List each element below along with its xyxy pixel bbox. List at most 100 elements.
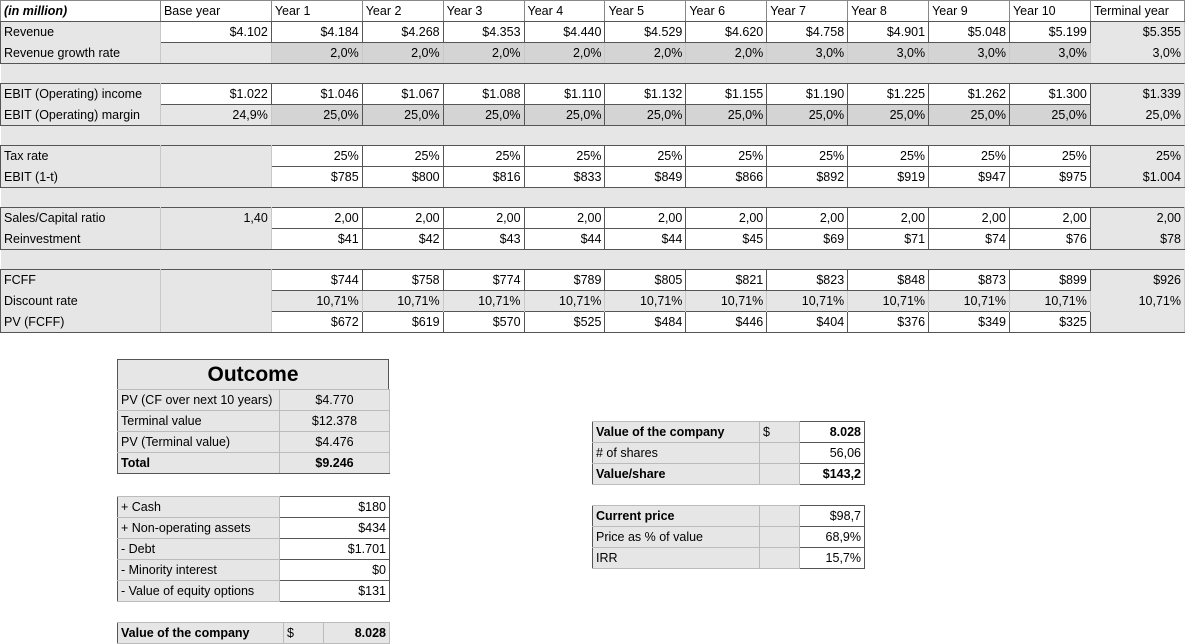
cell-value[interactable]: 25% [766, 145, 849, 167]
cell-value[interactable]: $376 [847, 311, 930, 333]
cell-value[interactable]: $744 [270, 269, 363, 291]
cell-value[interactable]: $71 [847, 228, 930, 250]
cell-value[interactable]: 2,0% [523, 42, 606, 64]
cell-value[interactable]: 10,71% [1089, 290, 1185, 312]
cell-value[interactable]: 25,0% [442, 104, 525, 126]
cell-value[interactable]: $5.199 [1008, 21, 1091, 43]
cell-value[interactable]: $816 [442, 166, 525, 188]
cell-value[interactable] [159, 145, 272, 167]
cell-value[interactable]: 2,00 [1089, 207, 1185, 229]
cell-value[interactable]: 10,71% [442, 290, 525, 312]
cell-value[interactable]: 2,00 [604, 207, 687, 229]
cell-value[interactable]: $76 [1008, 228, 1091, 250]
cell-value[interactable]: $349 [928, 311, 1010, 333]
cell-value[interactable]: $325 [1008, 311, 1091, 333]
cell-value[interactable]: 3,0% [766, 42, 849, 64]
cell-value[interactable]: $4.901 [847, 21, 930, 43]
cell-value[interactable]: 3,0% [847, 42, 930, 64]
cell-value[interactable]: 25% [1008, 145, 1091, 167]
cell-value[interactable] [159, 166, 272, 188]
cell-value[interactable]: 25% [928, 145, 1010, 167]
cell-value[interactable]: 2,00 [1008, 207, 1091, 229]
terminal-value-value[interactable]: $12.378 [279, 410, 390, 432]
cell-value[interactable]: 3,0% [1089, 42, 1185, 64]
cell-value[interactable]: $1.046 [270, 83, 363, 105]
cell-value[interactable]: $1.067 [361, 83, 444, 105]
cell-value[interactable]: $619 [361, 311, 444, 333]
cell-value[interactable]: $1.300 [1008, 83, 1091, 105]
cell-value[interactable]: $758 [361, 269, 444, 291]
cell-value[interactable]: 25,0% [685, 104, 768, 126]
cell-value[interactable]: 10,71% [685, 290, 768, 312]
cell-value[interactable]: $1.262 [928, 83, 1010, 105]
cell-value[interactable]: 25% [523, 145, 606, 167]
cell-value[interactable] [159, 311, 272, 333]
cell-value[interactable]: 10,71% [847, 290, 930, 312]
cell-value[interactable]: $1.132 [604, 83, 687, 105]
cell-value[interactable]: $899 [1008, 269, 1091, 291]
cell-value[interactable]: 2,00 [523, 207, 606, 229]
cell-value[interactable]: $975 [1008, 166, 1091, 188]
cell-value[interactable]: $4.184 [270, 21, 363, 43]
cell-value[interactable]: $1.088 [442, 83, 525, 105]
cell-value[interactable]: 2,00 [847, 207, 930, 229]
cell-value[interactable]: $404 [766, 311, 849, 333]
cell-value[interactable]: $4.758 [766, 21, 849, 43]
cell-value[interactable]: 2,0% [685, 42, 768, 64]
cell-value[interactable]: $4.353 [442, 21, 525, 43]
cell-value[interactable]: 10,71% [604, 290, 687, 312]
cell-value[interactable]: $78 [1089, 228, 1185, 250]
total-value[interactable]: $9.246 [279, 452, 390, 474]
cell-value[interactable]: $866 [685, 166, 768, 188]
cell-value[interactable] [159, 42, 272, 64]
cell-value[interactable]: 1,40 [159, 207, 272, 229]
valuation-company-value[interactable]: 8.028 [799, 421, 865, 443]
cell-value[interactable]: 25% [685, 145, 768, 167]
cash-value[interactable]: $180 [279, 496, 390, 518]
cell-value[interactable]: 2,0% [604, 42, 687, 64]
cell-value[interactable]: $1.339 [1089, 83, 1185, 105]
cell-value[interactable]: 25% [442, 145, 525, 167]
cell-value[interactable]: $800 [361, 166, 444, 188]
cell-value[interactable]: 2,00 [766, 207, 849, 229]
cell-value[interactable]: $789 [523, 269, 606, 291]
cell-value[interactable]: $43 [442, 228, 525, 250]
cell-value[interactable]: $947 [928, 166, 1010, 188]
cell-value[interactable]: $42 [361, 228, 444, 250]
pv-terminal-value[interactable]: $4.476 [279, 431, 390, 453]
pv-cf-value[interactable]: $4.770 [279, 389, 390, 411]
cell-value[interactable]: 25% [1089, 145, 1185, 167]
irr-value[interactable]: 15,7% [799, 547, 865, 569]
cell-value[interactable] [1089, 311, 1185, 333]
cell-value[interactable]: $1.225 [847, 83, 930, 105]
cell-value[interactable]: $525 [523, 311, 606, 333]
shares-value[interactable]: 56,06 [799, 442, 865, 464]
cell-value[interactable]: 25,0% [270, 104, 363, 126]
cell-value[interactable]: 2,00 [361, 207, 444, 229]
company-value-bottom-value[interactable]: 8.028 [323, 622, 390, 644]
cell-value[interactable]: $41 [270, 228, 363, 250]
cell-value[interactable]: $4.268 [361, 21, 444, 43]
cell-value[interactable]: 10,71% [270, 290, 363, 312]
cell-value[interactable]: 2,0% [442, 42, 525, 64]
cell-value[interactable]: 25,0% [523, 104, 606, 126]
cell-value[interactable]: $892 [766, 166, 849, 188]
options-value[interactable]: $131 [279, 580, 390, 602]
cell-value[interactable]: 2,0% [361, 42, 444, 64]
cell-value[interactable]: $446 [685, 311, 768, 333]
cell-value[interactable]: $1.155 [685, 83, 768, 105]
cell-value[interactable]: $823 [766, 269, 849, 291]
cell-value[interactable]: 25% [270, 145, 363, 167]
cell-value[interactable]: $919 [847, 166, 930, 188]
cell-value[interactable]: $672 [270, 311, 363, 333]
cell-value[interactable]: $833 [523, 166, 606, 188]
cell-value[interactable]: 10,71% [766, 290, 849, 312]
cell-value[interactable]: 25,0% [928, 104, 1010, 126]
cell-value[interactable] [159, 269, 272, 291]
cell-value[interactable]: $821 [685, 269, 768, 291]
cell-value[interactable]: $5.048 [928, 21, 1010, 43]
cell-value[interactable]: $774 [442, 269, 525, 291]
cell-value[interactable]: $5.355 [1089, 21, 1185, 43]
per-share-value[interactable]: $143,2 [799, 463, 865, 485]
cell-value[interactable]: $926 [1089, 269, 1185, 291]
